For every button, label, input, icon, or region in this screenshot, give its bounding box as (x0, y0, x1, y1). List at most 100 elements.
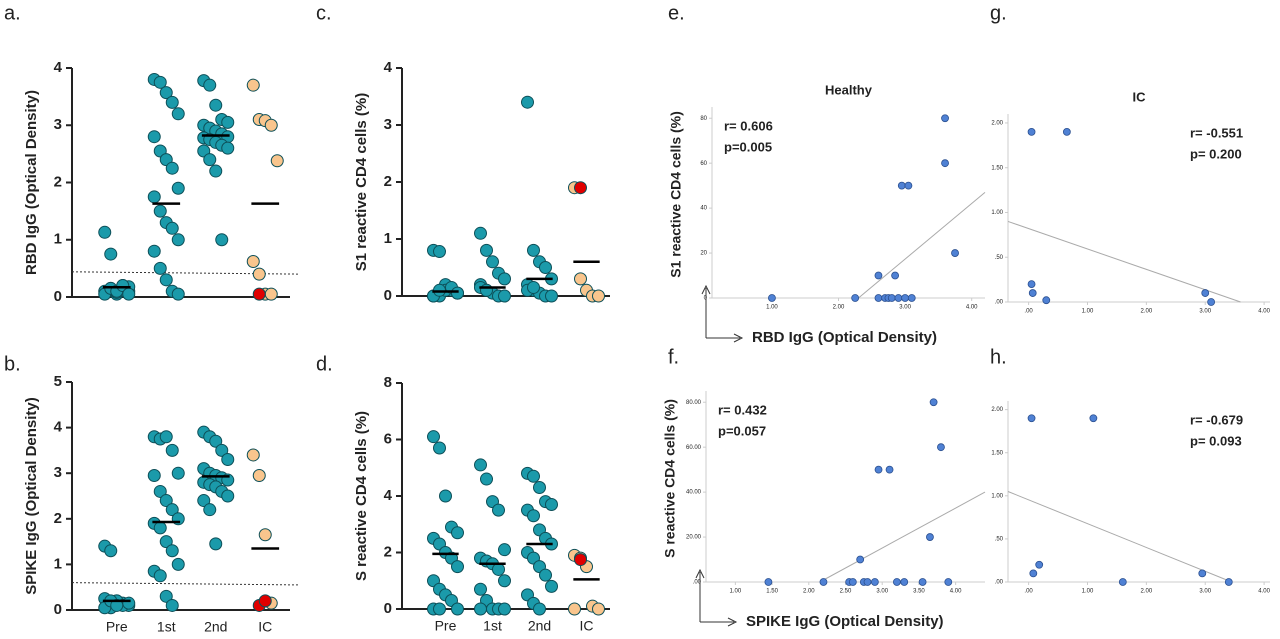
annotation: r= 0.432 (718, 402, 767, 417)
x-tick-label: 4.00 (1258, 589, 1270, 595)
data-point (539, 261, 552, 274)
annotation: p= 0.093 (1190, 433, 1242, 448)
data-point (165, 598, 179, 612)
panel-label: e. (668, 2, 685, 24)
x-tick-label: .00 (1024, 309, 1033, 315)
data-point (474, 458, 487, 472)
data-point (863, 578, 872, 586)
data-point (197, 494, 211, 508)
y-tick-label: 1.00 (991, 493, 1003, 499)
data-point (926, 533, 934, 541)
data-point (870, 578, 879, 586)
data-point (258, 528, 272, 542)
fit-line (819, 491, 986, 583)
y-tick-label: 4 (384, 59, 393, 76)
data-point (221, 115, 235, 129)
data-point (221, 141, 235, 155)
y-tick-label: 5 (54, 373, 62, 390)
data-point (1062, 128, 1071, 136)
data-point (527, 509, 540, 523)
data-point (433, 441, 446, 455)
data-point (521, 95, 534, 109)
x-tick-label: 3.00 (1199, 589, 1211, 595)
x-axis-label: RBD IgG (Optical Density) (752, 329, 937, 346)
data-point (246, 78, 260, 92)
x-tick-label: 2nd (204, 619, 227, 635)
data-point (165, 161, 179, 175)
data-point (498, 602, 511, 616)
x-tick-label: 1.00 (766, 305, 778, 311)
data-point (252, 468, 266, 482)
data-point (203, 503, 217, 517)
fit-line (1007, 220, 1241, 303)
data-point (159, 494, 173, 508)
data-point (171, 181, 185, 195)
data-point (897, 181, 906, 190)
data-point (153, 75, 167, 89)
y-tick-label: 3 (384, 116, 392, 133)
y-axis-label: SPIKE IgG (Optical Density) (23, 397, 40, 595)
y-tick-label: 4 (384, 487, 393, 504)
data-point (209, 98, 223, 112)
y-tick-label: 40.00 (686, 490, 702, 496)
data-point (165, 95, 179, 109)
data-point (252, 267, 266, 281)
x-tick-label: 1.00 (730, 589, 742, 595)
y-tick-label: 1 (54, 555, 62, 572)
data-point (171, 287, 185, 301)
chart-title: Healthy (825, 82, 873, 97)
y-tick-label: .50 (995, 536, 1004, 542)
panel-label: b. (4, 353, 21, 375)
data-point (153, 204, 167, 218)
x-tick-label: 3.50 (913, 589, 925, 595)
data-point (122, 287, 136, 301)
y-tick-label: 40 (700, 206, 707, 212)
panel-label: f. (668, 346, 679, 368)
data-point (451, 560, 464, 574)
y-tick-label: .00 (995, 300, 1004, 306)
x-tick-label: 2.00 (1141, 309, 1153, 315)
y-tick-label: 2 (54, 173, 62, 190)
data-point (533, 602, 546, 616)
y-tick-label: 6 (384, 430, 392, 447)
y-tick-label: 8 (384, 374, 392, 391)
data-point (480, 472, 493, 486)
data-point (892, 578, 901, 586)
data-point (159, 430, 173, 444)
x-tick-label: 1.00 (1082, 589, 1094, 595)
data-point (1027, 280, 1036, 288)
y-tick-label: 2 (54, 510, 62, 527)
data-point (1042, 296, 1051, 305)
data-point (592, 289, 605, 303)
fit-line (1007, 491, 1232, 583)
data-point (427, 430, 440, 444)
data-point (159, 86, 173, 100)
data-point (1089, 414, 1098, 423)
data-point (941, 159, 949, 168)
annotation: r= -0.551 (1190, 125, 1243, 140)
data-point (1224, 578, 1233, 586)
data-point (851, 294, 860, 302)
y-tick-label: 1.50 (991, 165, 1003, 171)
data-point (498, 289, 511, 303)
y-axis-label: S reactive CD4 cells (%) (662, 399, 678, 558)
data-point (937, 443, 945, 452)
data-point (165, 544, 179, 558)
data-point (848, 578, 857, 586)
data-point (159, 273, 173, 287)
data-point (165, 221, 179, 235)
data-point (209, 164, 223, 178)
data-point (153, 261, 167, 275)
data-point (764, 578, 773, 586)
data-point (907, 294, 916, 302)
data-point (1198, 569, 1207, 578)
y-tick-label: 2.00 (991, 121, 1003, 127)
data-point (104, 544, 118, 558)
fit-line (858, 192, 986, 299)
data-point (159, 535, 173, 549)
data-point (498, 574, 511, 588)
data-point (171, 466, 185, 480)
data-point (153, 521, 167, 535)
data-point (545, 497, 558, 511)
